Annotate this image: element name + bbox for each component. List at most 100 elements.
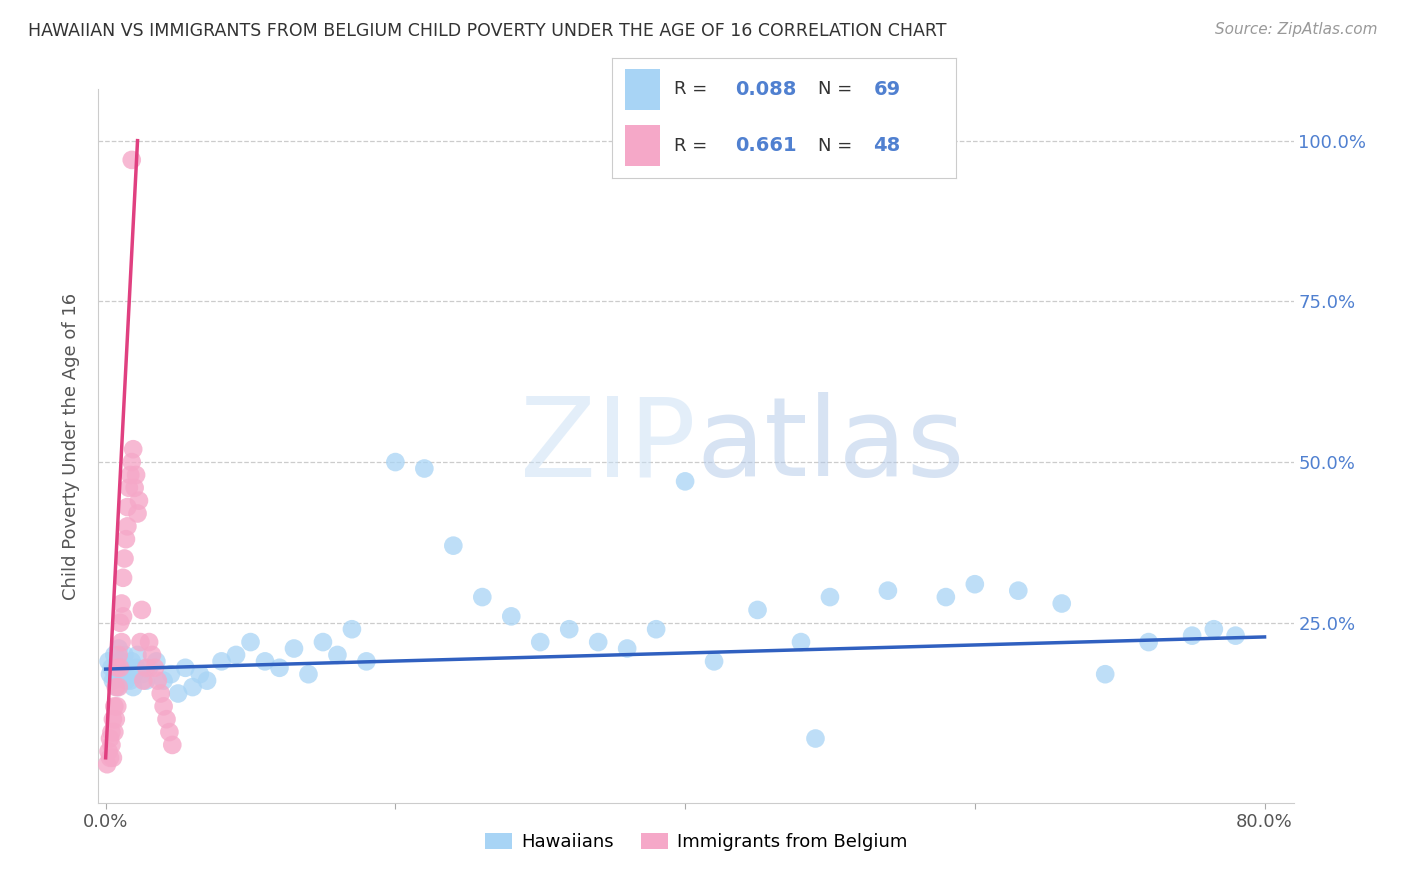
Text: N =: N = bbox=[818, 80, 852, 98]
Point bbox=[225, 648, 247, 662]
Point bbox=[141, 648, 163, 662]
Point bbox=[97, 744, 120, 758]
Point bbox=[211, 654, 233, 668]
Text: 48: 48 bbox=[873, 136, 901, 155]
Point bbox=[790, 635, 813, 649]
Point bbox=[586, 635, 609, 649]
Point bbox=[356, 654, 378, 668]
Point bbox=[149, 686, 172, 700]
Point bbox=[101, 712, 124, 726]
Point bbox=[143, 661, 166, 675]
Point bbox=[181, 680, 204, 694]
Point bbox=[963, 577, 986, 591]
Point bbox=[105, 699, 128, 714]
Point bbox=[103, 648, 125, 662]
Point bbox=[132, 673, 155, 688]
Point bbox=[253, 654, 276, 668]
Point bbox=[124, 481, 146, 495]
Point bbox=[152, 673, 174, 688]
Point bbox=[162, 738, 184, 752]
Point bbox=[1137, 635, 1160, 649]
Point bbox=[98, 667, 121, 681]
Point bbox=[471, 590, 494, 604]
Point bbox=[105, 680, 128, 694]
Point bbox=[118, 667, 141, 681]
Point bbox=[118, 481, 141, 495]
Point bbox=[188, 667, 211, 681]
Text: atlas: atlas bbox=[696, 392, 965, 500]
Point bbox=[146, 673, 169, 688]
Text: N =: N = bbox=[818, 136, 852, 155]
Point bbox=[1181, 629, 1204, 643]
Point bbox=[127, 507, 149, 521]
Point bbox=[104, 667, 127, 681]
Point bbox=[107, 680, 129, 694]
Point bbox=[131, 603, 153, 617]
Point bbox=[112, 571, 135, 585]
Point bbox=[269, 661, 291, 675]
Point bbox=[122, 680, 145, 694]
Point bbox=[283, 641, 305, 656]
Point bbox=[145, 654, 167, 668]
Text: 0.088: 0.088 bbox=[735, 79, 797, 99]
Text: R =: R = bbox=[673, 80, 707, 98]
Point bbox=[239, 635, 262, 649]
Point bbox=[195, 673, 218, 688]
Point bbox=[935, 590, 957, 604]
Point bbox=[110, 635, 132, 649]
Point bbox=[384, 455, 406, 469]
Point bbox=[120, 467, 142, 482]
Point bbox=[121, 153, 143, 167]
Point bbox=[135, 673, 157, 688]
Point bbox=[108, 661, 131, 675]
Point bbox=[122, 442, 145, 457]
Point bbox=[97, 654, 120, 668]
Point bbox=[877, 583, 900, 598]
Point bbox=[673, 475, 696, 489]
Point bbox=[125, 661, 148, 675]
Point bbox=[1202, 622, 1225, 636]
Point bbox=[529, 635, 551, 649]
Point bbox=[115, 533, 138, 547]
Point bbox=[297, 667, 319, 681]
Text: ZIP: ZIP bbox=[520, 392, 696, 500]
Point bbox=[117, 519, 139, 533]
Point bbox=[112, 667, 135, 681]
Point bbox=[117, 661, 139, 675]
Point bbox=[96, 757, 118, 772]
Point bbox=[160, 667, 183, 681]
Point bbox=[104, 712, 127, 726]
Point bbox=[103, 725, 125, 739]
Point bbox=[1225, 629, 1247, 643]
Point bbox=[131, 667, 153, 681]
Point bbox=[501, 609, 523, 624]
Point bbox=[441, 539, 464, 553]
Point bbox=[117, 500, 139, 514]
Text: 0.661: 0.661 bbox=[735, 136, 797, 155]
Y-axis label: Child Poverty Under the Age of 16: Child Poverty Under the Age of 16 bbox=[62, 293, 80, 599]
Point bbox=[174, 661, 197, 675]
Point bbox=[110, 597, 132, 611]
Point bbox=[121, 654, 143, 668]
Point bbox=[107, 641, 129, 656]
Point bbox=[125, 467, 148, 482]
Point bbox=[124, 667, 146, 681]
Point bbox=[101, 751, 124, 765]
Point bbox=[100, 725, 122, 739]
Point bbox=[108, 615, 131, 630]
Point bbox=[101, 673, 124, 688]
Point bbox=[114, 648, 136, 662]
Point bbox=[112, 609, 135, 624]
Point bbox=[804, 731, 827, 746]
Point bbox=[312, 635, 335, 649]
Point bbox=[155, 712, 177, 726]
Point bbox=[747, 603, 769, 617]
Point bbox=[105, 661, 128, 675]
Point bbox=[114, 551, 136, 566]
Point bbox=[703, 654, 725, 668]
Point bbox=[120, 673, 142, 688]
Point bbox=[645, 622, 668, 636]
Point bbox=[135, 661, 157, 675]
Point bbox=[616, 641, 638, 656]
Text: Source: ZipAtlas.com: Source: ZipAtlas.com bbox=[1215, 22, 1378, 37]
